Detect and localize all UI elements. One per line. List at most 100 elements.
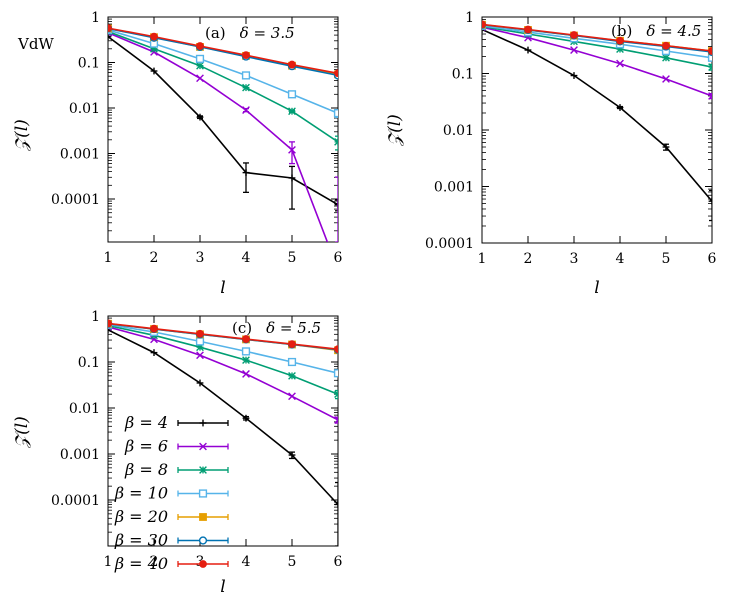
panel-c-frame — [107, 315, 339, 547]
x-tick-label: 5 — [288, 554, 297, 570]
series-line — [482, 28, 712, 202]
data-point — [241, 347, 251, 356]
data-point — [196, 74, 204, 83]
data-point — [196, 113, 204, 121]
legend-item: β = 4 — [124, 413, 229, 432]
x-tick-label: 3 — [196, 250, 205, 266]
series-β = 4 — [108, 33, 338, 212]
data-point — [570, 46, 578, 54]
data-point — [524, 46, 532, 54]
data-point — [150, 349, 158, 357]
data-point — [662, 75, 670, 83]
data-point — [335, 266, 342, 273]
data-point — [287, 90, 297, 99]
y-tick-label: 0.0001 — [51, 192, 100, 208]
data-point — [196, 379, 204, 387]
data-point — [524, 25, 532, 34]
x-tick-label: 5 — [662, 251, 671, 267]
y-tick-label: 0.1 — [78, 355, 100, 371]
data-point — [288, 146, 296, 154]
series-line — [108, 29, 338, 114]
panel-c-data — [108, 319, 338, 546]
y-axis-label: 𝒵(l) — [385, 114, 405, 147]
series-line — [108, 30, 338, 143]
panel-a-frame — [107, 16, 339, 243]
x-tick-label: 2 — [150, 554, 159, 570]
data-point — [195, 54, 205, 63]
x-tick-label: 6 — [708, 251, 717, 267]
series-line — [108, 324, 338, 395]
data-point — [333, 109, 338, 118]
panel-delta: δ = 5.5 — [266, 319, 321, 337]
series-line — [108, 32, 329, 242]
data-point — [242, 335, 250, 343]
legend-marker — [199, 419, 207, 427]
legend-marker — [198, 489, 208, 498]
data-point — [708, 92, 712, 100]
legend-item: β = 6 — [124, 437, 229, 456]
series-β = 6 — [108, 28, 342, 273]
y-tick-label: 0.001 — [60, 147, 100, 163]
y-tick-label: 1 — [465, 10, 474, 26]
data-point — [334, 416, 338, 424]
data-point — [616, 104, 624, 111]
x-tick-label: 6 — [334, 554, 343, 570]
data-point — [288, 371, 296, 380]
series-β = 40 — [482, 20, 712, 55]
data-point — [334, 69, 338, 78]
data-point — [196, 329, 204, 338]
x-tick-label: 4 — [242, 250, 251, 266]
x-tick-label: 1 — [104, 554, 113, 570]
data-point — [334, 345, 338, 354]
legend-label: β = 20 — [114, 507, 168, 526]
y-tick-label: 0.01 — [443, 123, 474, 139]
x-axis-label: l — [220, 577, 225, 597]
panel-title: (b) δ = 4.5 — [611, 22, 701, 40]
data-point — [288, 107, 296, 116]
y-tick-label: 1 — [91, 309, 100, 325]
series-line — [108, 35, 338, 206]
x-tick-label: 1 — [478, 251, 487, 267]
data-point — [570, 72, 578, 79]
series-line — [108, 27, 338, 75]
data-point — [108, 24, 112, 33]
data-point — [242, 106, 250, 114]
data-point — [108, 33, 112, 41]
legend-label: β = 30 — [114, 531, 168, 550]
data-point — [334, 137, 338, 146]
series-β = 8 — [108, 27, 338, 151]
data-point — [662, 53, 670, 62]
data-point — [242, 83, 250, 92]
legend-label: β = 10 — [114, 484, 168, 503]
panel-title: (c) δ = 5.5 — [232, 319, 321, 337]
legend-item: β = 40 — [114, 554, 229, 573]
data-point — [616, 36, 624, 45]
data-point — [241, 71, 251, 80]
series-β = 4 — [482, 26, 712, 222]
legend-label: β = 4 — [124, 413, 168, 432]
data-point — [242, 356, 250, 364]
data-point — [708, 47, 712, 55]
data-point — [242, 51, 250, 60]
data-point — [196, 351, 204, 360]
data-point — [708, 197, 712, 205]
legend-marker — [199, 513, 207, 521]
series-line — [108, 27, 338, 77]
data-point — [288, 174, 296, 182]
series-line — [482, 25, 712, 59]
data-point — [150, 67, 158, 75]
panel-b: 1 2 3 4 5 6 1 0.1 0.01 0.001 0.0001 l 𝒵(l) (b) δ = 4.5 — [385, 10, 717, 298]
legend-item: β = 30 — [114, 531, 229, 550]
data-point — [150, 32, 158, 41]
panels: 1 2 3 4 5 6 1 0.1 0.01 0.001 0.0001 l 𝒵(l) (a) δ = 3.5… — [12, 10, 717, 597]
x-axis-label: l — [220, 278, 225, 298]
legend-label: β = 40 — [114, 554, 168, 573]
data-point — [482, 20, 486, 29]
legend-marker — [199, 560, 207, 568]
panel-title: (a) δ = 3.5 — [205, 24, 295, 42]
x-tick-label: 4 — [242, 554, 251, 570]
y-tick-label: 0.1 — [452, 67, 474, 83]
legend: β = 4 β = 6 β = 8 β = 10 β = 20 β = 30 β = 40 — [114, 413, 229, 573]
legend-item: β = 10 — [114, 484, 229, 503]
